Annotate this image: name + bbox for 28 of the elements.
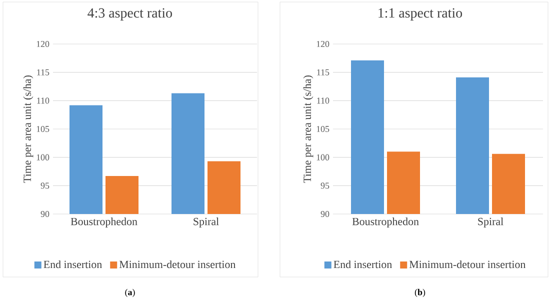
y-tick-label: 90 [40, 210, 50, 218]
x-tick-label: Boustrophedon [352, 218, 419, 228]
y-axis-title: Time per area unit (s/ha) [23, 76, 34, 183]
y-tick-label: 105 [36, 126, 50, 132]
y-tick-label: 120 [316, 40, 330, 48]
x-tick-label: Boustrophedon [70, 218, 138, 228]
y-tick-label: 110 [37, 98, 50, 104]
y-tick-label: 115 [37, 69, 50, 76]
y-tick-label: 95 [40, 182, 50, 189]
legend-label: Minimum-detour insertion [409, 260, 526, 268]
chart-title: 1:1 aspect ratio [378, 8, 462, 20]
text: (b) [414, 288, 426, 298]
legend-label: Minimum-detour insertion [119, 260, 236, 268]
y-tick-label: 90 [320, 210, 330, 218]
legend-label: End insertion [334, 260, 392, 268]
x-tick-label: Spiral [194, 218, 219, 228]
y-axis-title: Time per area unit (s/ha) [303, 76, 314, 183]
x-tick-label: Spiral [478, 218, 504, 228]
y-tick-label: 100 [316, 154, 330, 160]
y-tick-label: 115 [317, 69, 330, 76]
y-tick-label: 120 [36, 40, 50, 48]
y-tick-label: 110 [317, 98, 330, 104]
text: (a) [125, 288, 135, 298]
y-tick-label: 105 [316, 126, 330, 132]
y-tick-label: 100 [36, 154, 50, 160]
chart-title: 4:3 aspect ratio [88, 8, 172, 20]
y-tick-label: 95 [320, 182, 330, 189]
legend-label: End insertion [44, 260, 102, 268]
